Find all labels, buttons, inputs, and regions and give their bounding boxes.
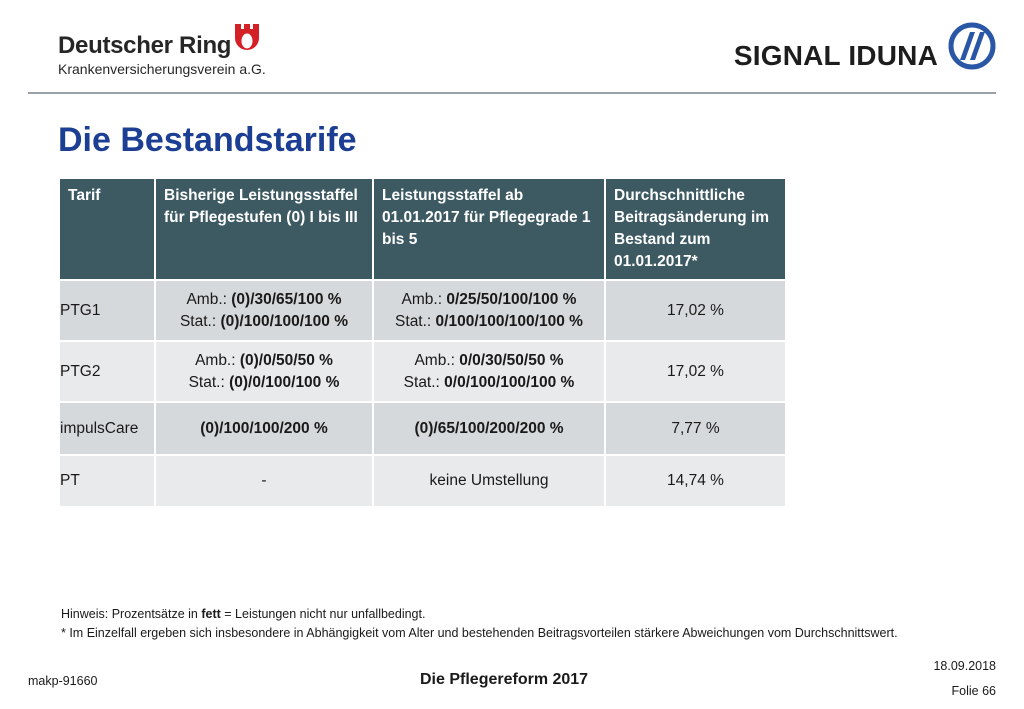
cell-premium-change: 17,02 %	[604, 340, 787, 403]
brand-name: Deutscher Ring	[58, 32, 232, 59]
amb-value: 0/25/50/100/100 %	[446, 290, 577, 308]
tariff-table: Tarif Bisherige Leistungsstaffel für Pfl…	[58, 177, 787, 508]
header-divider	[28, 92, 996, 94]
stat-label: Stat.:	[188, 373, 230, 391]
hint-bold-word: fett	[201, 607, 221, 621]
cell-premium-change: 7,77 %	[604, 401, 787, 456]
cell-tarif: PTG1	[58, 279, 156, 342]
column-header-new-scale: Leistungsstaffel ab 01.01.2017 für Pfleg…	[372, 177, 606, 281]
cell-premium-change: 14,74 %	[604, 454, 787, 508]
cell-previous-scale: Amb.: (0)/0/50/50 % Stat.: (0)/0/100/100…	[154, 340, 374, 403]
table-row: PT - keine Umstellung 14,74 %	[58, 454, 787, 508]
hint-note: Hinweis: Prozentsätze in fett = Leistung…	[61, 607, 425, 621]
stat-value: (0)/0/100/100 %	[229, 373, 340, 391]
cell-previous-scale: (0)/100/100/200 %	[154, 401, 374, 456]
stat-value: (0)/100/100/100 %	[220, 312, 349, 330]
presentation-title: Die Pflegereform 2017	[420, 671, 589, 688]
amb-value: (0)/30/65/100 %	[231, 290, 342, 308]
hint-suffix: = Leistungen nicht nur unfallbedingt.	[220, 607, 426, 621]
stat-label: Stat.:	[395, 312, 436, 330]
amb-label: Amb.:	[401, 290, 447, 308]
table-row: impulsCare (0)/100/100/200 % (0)/65/100/…	[58, 401, 787, 456]
cell-new-scale: keine Umstellung	[372, 454, 606, 508]
table-row: PTG1 Amb.: (0)/30/65/100 % Stat.: (0)/10…	[58, 279, 787, 342]
deutscher-ring-crest-icon	[235, 24, 259, 50]
signal-iduna-logo: SIGNAL IDUNA	[696, 22, 996, 74]
footer-date: 18.09.2018	[933, 659, 996, 673]
page-title: Die Bestandstarife	[58, 121, 357, 159]
stat-value: 0/0/100/100/100 %	[444, 373, 575, 391]
slide-number: Folie 66	[951, 684, 996, 698]
hint-prefix: Hinweis: Prozentsätze in	[61, 607, 202, 621]
brand-subtitle: Krankenversicherungsverein a.G.	[58, 61, 266, 77]
cell-previous-scale: -	[154, 454, 374, 508]
column-header-premium-change: Durchschnittliche Beitragsänderung im Be…	[604, 177, 787, 281]
stat-label: Stat.:	[179, 312, 221, 330]
cell-new-scale: (0)/65/100/200/200 %	[372, 401, 606, 456]
table-header-row: Tarif Bisherige Leistungsstaffel für Pfl…	[58, 177, 787, 281]
amb-label: Amb.:	[186, 290, 232, 308]
cell-new-scale: Amb.: 0/0/30/50/50 % Stat.: 0/0/100/100/…	[372, 340, 606, 403]
cell-tarif: PT	[58, 454, 156, 508]
amb-value: (0)/0/50/50 %	[239, 351, 333, 369]
cell-previous-scale: Amb.: (0)/30/65/100 % Stat.: (0)/100/100…	[154, 279, 374, 342]
amb-value: 0/0/30/50/50 %	[459, 351, 564, 369]
amb-label: Amb.:	[414, 351, 460, 369]
cell-new-scale: Amb.: 0/25/50/100/100 % Stat.: 0/100/100…	[372, 279, 606, 342]
amb-label: Amb.:	[195, 351, 240, 369]
document-id: makp-91660	[28, 674, 98, 688]
partner-name: SIGNAL IDUNA	[733, 40, 938, 71]
cell-premium-change: 17,02 %	[604, 279, 787, 342]
column-header-tarif: Tarif	[58, 177, 156, 281]
cell-tarif: impulsCare	[58, 401, 156, 456]
stat-value: 0/100/100/100/100 %	[435, 312, 583, 330]
footnote: * Im Einzelfall ergeben sich insbesonder…	[61, 626, 898, 640]
cell-tarif: PTG2	[58, 340, 156, 403]
deutscher-ring-logo: Deutscher Ring Krankenversicherungsverei…	[58, 24, 288, 80]
column-header-previous-scale: Bisherige Leistungsstaffel für Pflegestu…	[154, 177, 374, 281]
stat-label: Stat.:	[403, 373, 445, 391]
table-row: PTG2 Amb.: (0)/0/50/50 % Stat.: (0)/0/10…	[58, 340, 787, 403]
signal-iduna-logo-icon	[948, 22, 996, 70]
